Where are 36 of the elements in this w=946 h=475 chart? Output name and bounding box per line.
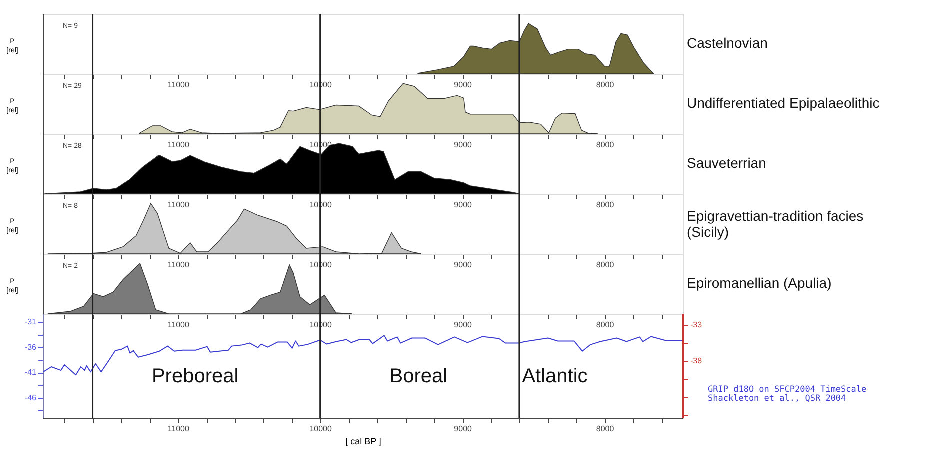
- text: Castelnovian: [687, 35, 768, 51]
- y-tick-label: -31: [24, 318, 38, 327]
- annotation: Boreal: [390, 365, 448, 388]
- x-tick-label: 9000: [454, 200, 473, 210]
- x-tick-label: 8000: [596, 140, 615, 150]
- x-tick-label: 11000: [168, 424, 190, 434]
- x-tick-label: 8000: [596, 424, 615, 434]
- x-tick-label: 9000: [454, 80, 473, 90]
- text: GRIP d18O on SFCP2004 TimeScale: [708, 384, 867, 395]
- text: Epigravettian-tradition facies (Sicily): [687, 208, 864, 240]
- x-tick-label: 8000: [596, 200, 615, 210]
- y2-tick-label: -38: [690, 356, 703, 366]
- x-tick-label: 11000: [168, 80, 190, 90]
- x-tick-label: 9000: [454, 320, 473, 330]
- x-tick-label: 9000: [454, 260, 473, 270]
- y2-tick-label: -33: [690, 320, 703, 330]
- x-tick-label: 11000: [168, 140, 190, 150]
- annotation: Atlantic: [522, 365, 588, 388]
- x-tick-label: 8000: [596, 260, 615, 270]
- text: Sauveterrian: [687, 155, 766, 171]
- annotation: Preboreal: [152, 365, 239, 388]
- y-tick-label: -41: [24, 368, 38, 378]
- y-tick-label: -46: [24, 393, 38, 402]
- x-tick-label: 11000: [168, 320, 190, 330]
- y-tick-label: -36: [24, 342, 38, 352]
- x-tick-label: 11000: [168, 200, 190, 210]
- x-tick-label: 8000: [596, 80, 615, 90]
- x-tick-label: 8000: [596, 320, 615, 330]
- text: Undifferentiated Epipalaeolithic: [687, 95, 880, 111]
- x-tick-label: 10000: [310, 424, 333, 434]
- x-tick-label: 9000: [454, 424, 473, 434]
- text: Shackleton et al., QSR 2004: [708, 394, 846, 404]
- x-tick-label: 9000: [454, 140, 473, 150]
- x-axis-title: [ cal BP ]: [346, 436, 382, 446]
- x-tick-label: 11000: [168, 260, 190, 270]
- text: Epiromanellian (Apulia): [687, 275, 832, 291]
